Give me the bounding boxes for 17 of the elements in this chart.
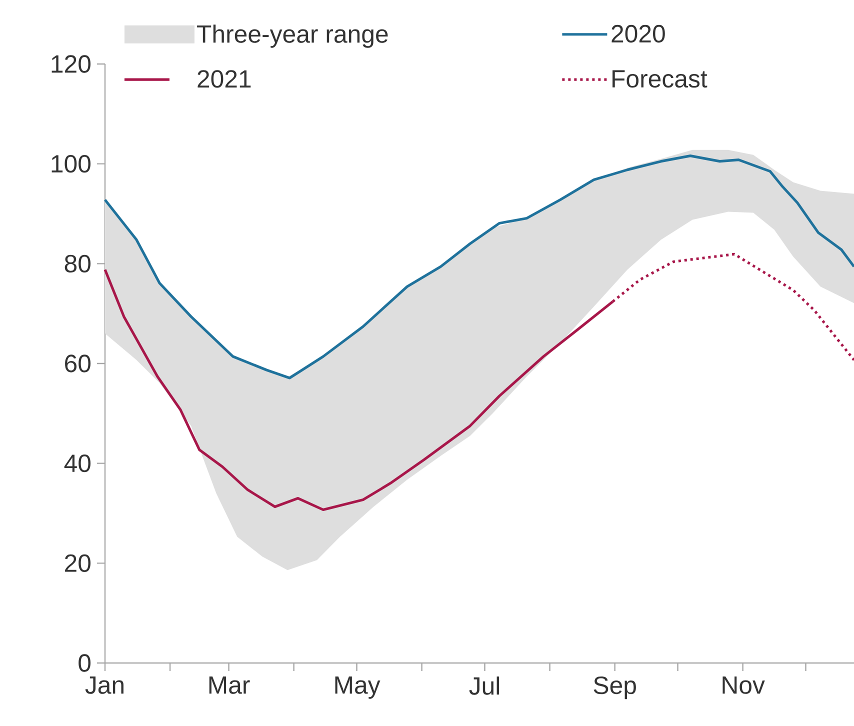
- x-tick-label: Mar: [209, 676, 250, 694]
- y-tick-label: 120: [52, 55, 90, 73]
- y-tick-label: 60: [65, 354, 90, 372]
- y-tick-label: 80: [64, 254, 90, 272]
- x-tick-label: May: [335, 676, 380, 699]
- y-tick-label: 20: [65, 554, 90, 572]
- legend-label: 2021: [198, 70, 251, 88]
- y-tick-label: 0: [78, 654, 91, 672]
- x-tick-label: Sep: [594, 676, 636, 700]
- y-tick-label: 100: [52, 155, 90, 173]
- x-tick-label: Nov: [722, 676, 765, 694]
- x-tick-label: Jul: [469, 676, 500, 695]
- legend-label: 2020: [612, 24, 665, 43]
- legend-label: Forecast: [612, 70, 708, 88]
- x-tick-label: Jan: [85, 676, 124, 694]
- legend-label: Three-year range: [197, 24, 388, 48]
- y-tick-label: 40: [64, 454, 90, 472]
